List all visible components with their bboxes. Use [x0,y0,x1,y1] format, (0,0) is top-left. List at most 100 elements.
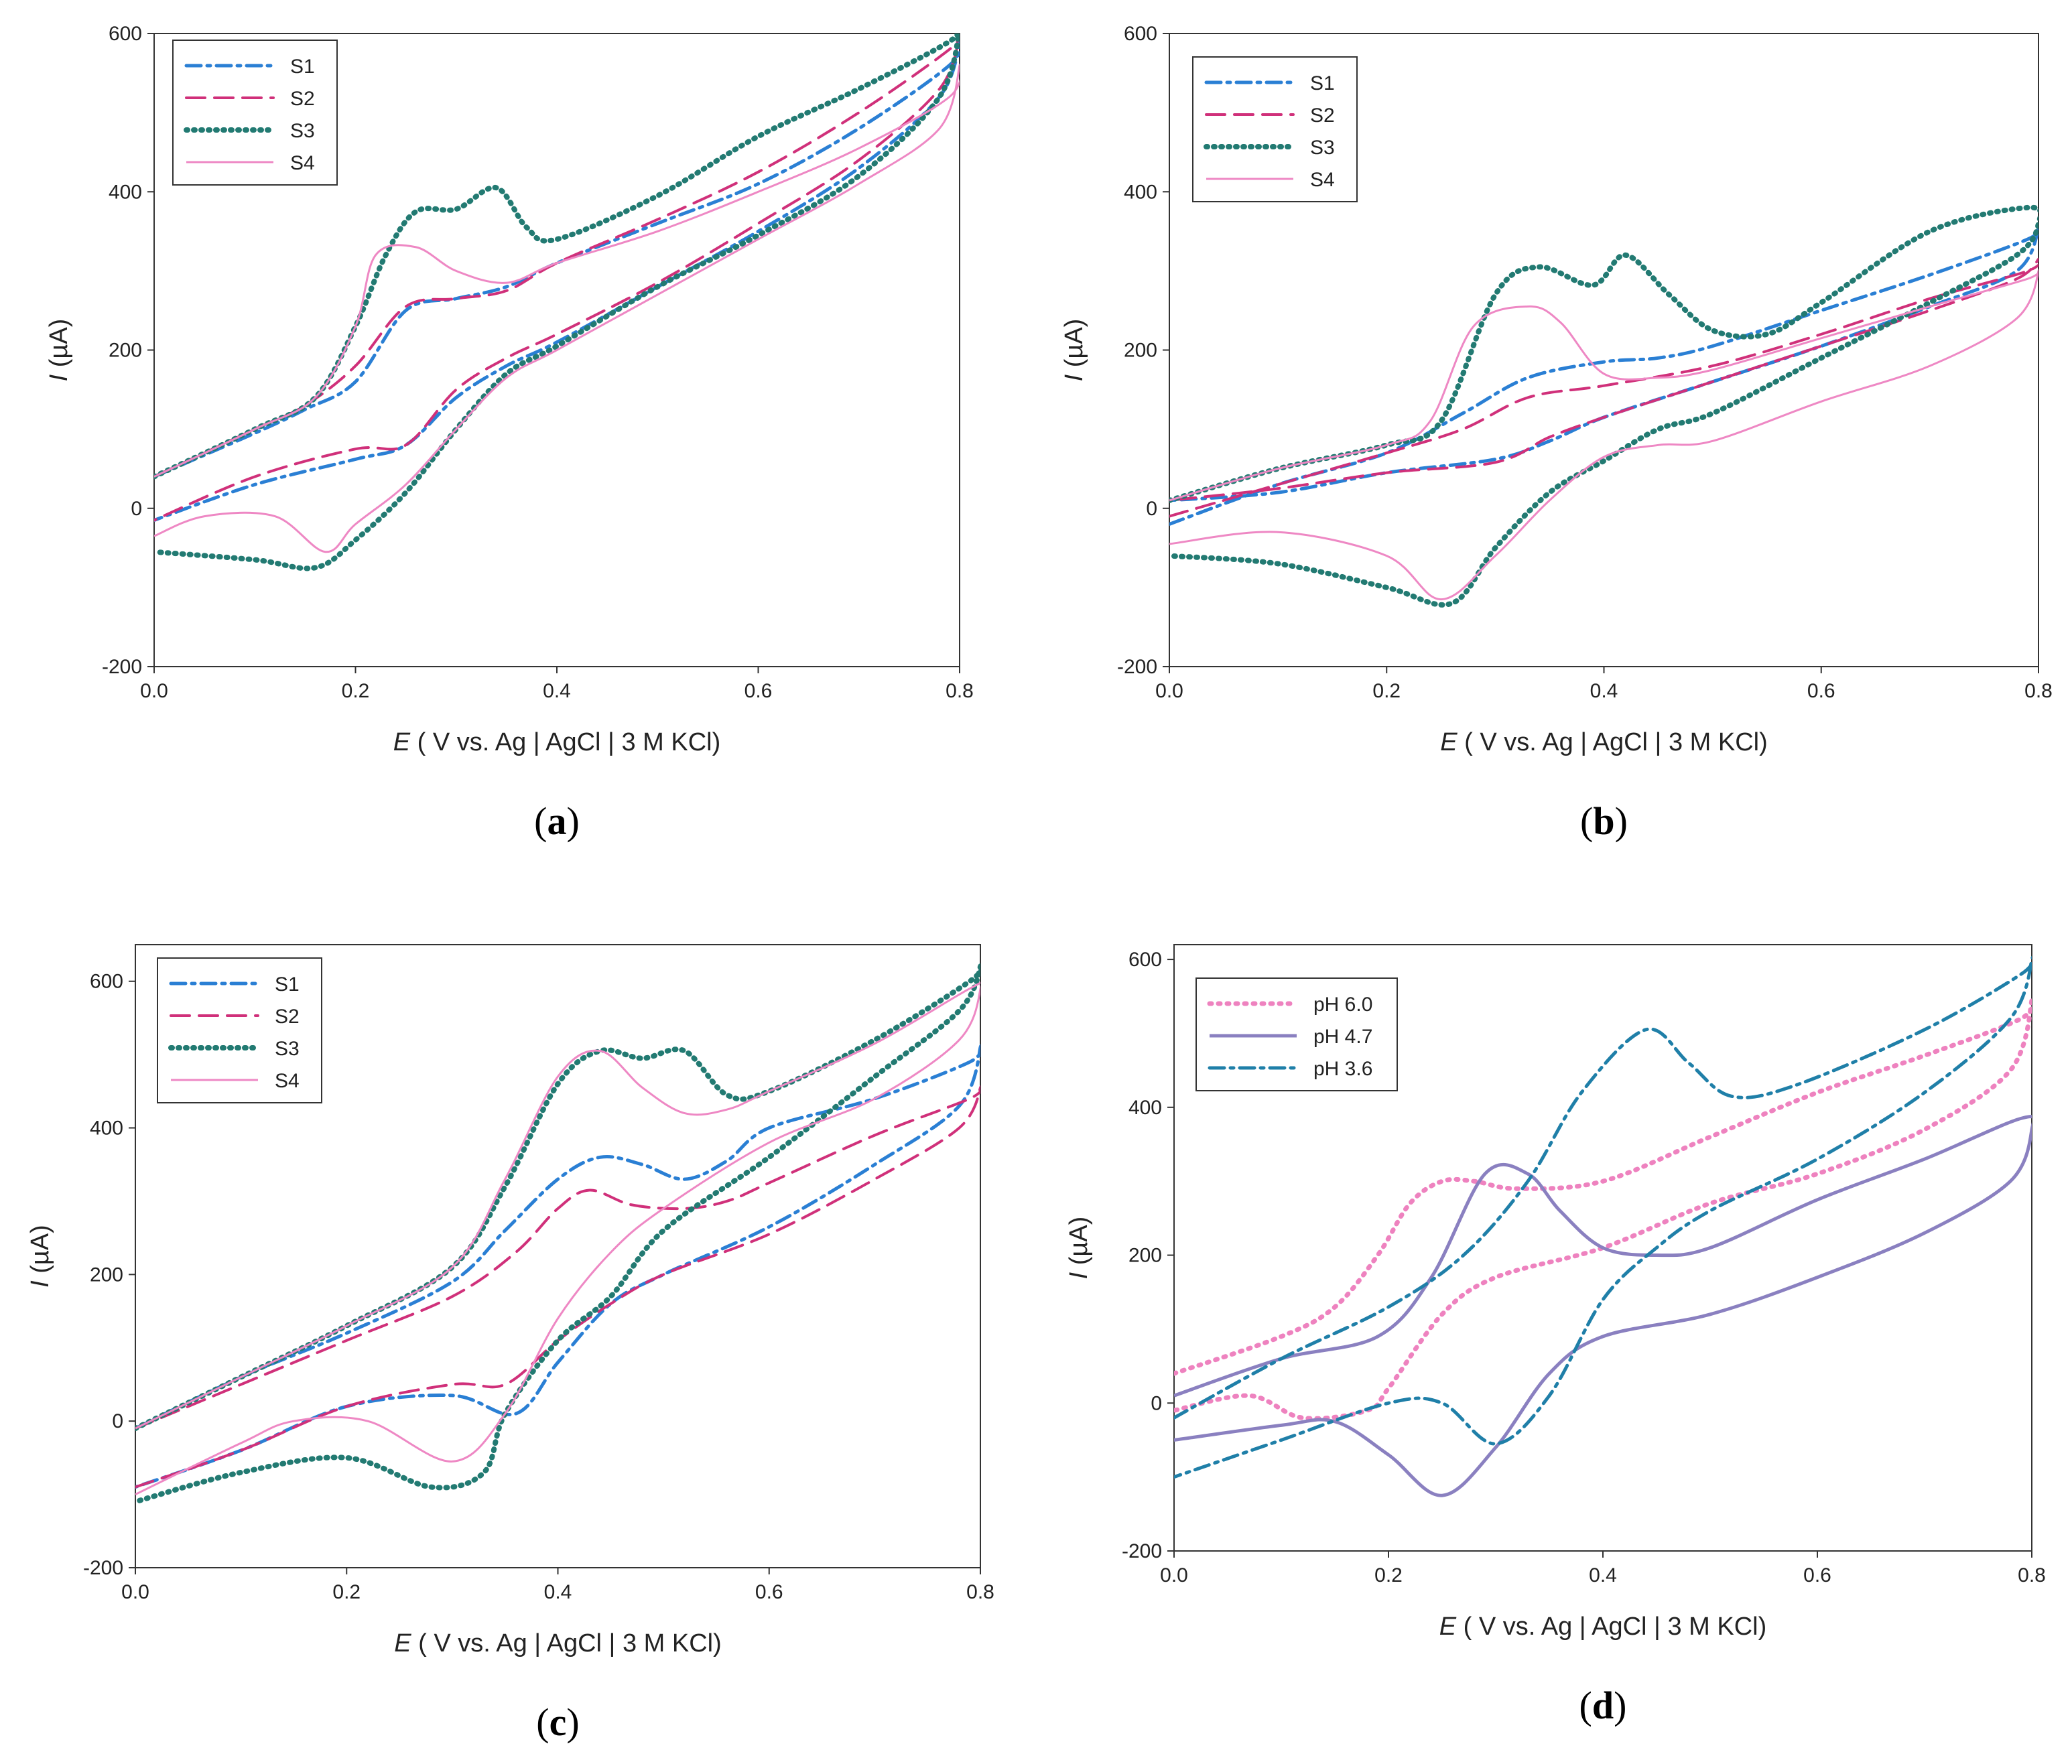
x-tick-label: 0.4 [1589,1564,1617,1586]
series-group [135,963,980,1505]
y-tick-label: 200 [1124,340,1157,362]
legend-label: pH 6.0 [1313,994,1372,1016]
caption-open-paren: ( [1580,799,1593,843]
y-tick-label: 400 [1124,181,1157,203]
series-line-s3 [154,33,960,571]
y-axis-unit: (µA) [26,1225,54,1280]
x-tick-label: 0.8 [2024,680,2053,702]
y-tick-label: 0 [112,1410,123,1432]
y-axis-title: I (µA) [1060,319,1088,382]
x-axis-title: E ( V vs. Ag | AgCl | 3 M KCl) [1440,728,1768,756]
y-tick-label: -200 [1122,1540,1162,1562]
x-tick-label: 0.6 [1807,680,1835,702]
x-axis-unit: ( V vs. Ag | AgCl | 3 M KCl) [410,728,720,756]
x-tick-label: 0.2 [1372,680,1401,702]
legend-label: S1 [275,973,300,996]
panel-a: 0.0 0.2 0.4 0.6 0.8 -200 0 200 400 600 E ( V vs. A… [45,23,974,843]
y-tick-label: 400 [90,1117,123,1140]
legend-label: S2 [290,88,315,110]
x-tick-label: 0.0 [1160,1564,1188,1586]
x-axis-unit: ( V vs. Ag | AgCl | 3 M KCl) [411,1629,722,1657]
caption-letter: a [547,799,567,843]
series-line-s1 [154,38,960,522]
x-tick-label: 0.4 [1590,680,1618,702]
x-axis-title: E ( V vs. Ag | AgCl | 3 M KCl) [1439,1613,1767,1641]
x-tick-label: 0.4 [543,680,571,702]
x-axis-symbol: E [1439,1613,1457,1641]
panel-c: 0.0 0.2 0.4 0.6 0.8 -200 0 200 400 600 E ( V vs. A… [26,944,994,1744]
legend-label: S3 [290,120,315,142]
x-axis-unit: ( V vs. Ag | AgCl | 3 M KCl) [1456,1613,1766,1641]
caption-open-paren: ( [1579,1684,1592,1727]
x-axis-unit: ( V vs. Ag | AgCl | 3 M KCl) [1458,728,1768,756]
y-axis-symbol: I [1060,374,1088,381]
panel-b: 0.0 0.2 0.4 0.6 0.8 -200 0 200 400 600 E ( V vs. A… [1060,23,2053,843]
caption-close-paren: ) [567,799,580,843]
y-axis-unit: (µA) [1065,1217,1093,1272]
x-axis-symbol: E [394,1629,411,1657]
y-tick-label: 600 [1124,23,1157,45]
x-tick-label: 0.0 [1155,680,1183,702]
series-line-s2 [154,33,960,522]
series-line-ph-6-0 [1174,996,2032,1421]
legend: pH 6.0 pH 4.7 pH 3.6 [1195,977,1398,1091]
x-axis-symbol: E [1440,728,1458,756]
y-tick-label: -200 [83,1557,123,1579]
panel-caption: (c) [536,1700,579,1744]
caption-letter: c [549,1700,567,1744]
y-axis-symbol: I [26,1280,54,1288]
caption-close-paren: ) [1615,799,1628,843]
caption-close-paren: ) [566,1700,579,1744]
legend-label: S4 [275,1070,300,1092]
x-tick-label: 0.2 [1374,1564,1403,1586]
legend: S1 S2 S3 S4 [1192,56,1358,202]
y-tick-label: 200 [90,1264,123,1286]
panel-caption: (b) [1580,799,1628,843]
series-line-s1 [135,1044,980,1489]
legend-label: S1 [290,56,315,78]
y-tick-label: -200 [102,656,142,678]
legend-label: S4 [1310,169,1335,191]
y-tick-label: 0 [1151,1392,1162,1414]
caption-open-paren: ( [536,1700,549,1744]
legend-label: S1 [1310,72,1335,94]
series-group [1169,204,2038,608]
x-tick-label: 0.4 [544,1581,572,1603]
y-tick-label: 600 [90,971,123,993]
x-axis-symbol: E [393,728,411,756]
y-tick-label: 200 [1128,1245,1162,1267]
y-tick-label: 600 [109,23,142,45]
series-line-s4 [135,981,980,1495]
x-tick-label: 0.0 [140,680,168,702]
x-axis-title: E ( V vs. Ag | AgCl | 3 M KCl) [394,1629,722,1657]
series-line-s4 [154,64,960,553]
y-tick-label: 0 [131,498,142,520]
caption-letter: d [1592,1684,1614,1727]
legend: S1 S2 S3 S4 [157,957,322,1103]
panel-caption: (a) [534,799,580,843]
x-tick-label: 0.2 [332,1581,361,1603]
legend-label: S3 [1310,137,1335,159]
y-axis-title: I (µA) [1065,1217,1093,1280]
x-tick-label: 0.6 [744,680,773,702]
series-line-s3 [1169,204,2038,608]
x-tick-label: 0.0 [121,1581,149,1603]
series-line-s2 [135,1085,980,1489]
y-tick-label: 600 [1128,949,1162,971]
legend-label: S4 [290,152,315,174]
series-line-s3 [135,963,980,1505]
panel-d: 0.0 0.2 0.4 0.6 0.8 -200 0 200 400 600 E ( V vs. A… [1065,944,2046,1727]
x-tick-label: 0.8 [2018,1564,2046,1586]
y-axis-title: I (µA) [45,319,73,382]
panel-caption: (d) [1579,1684,1627,1727]
caption-letter: b [1593,799,1614,843]
legend-label: pH 3.6 [1313,1058,1372,1080]
legend-label: pH 4.7 [1313,1026,1372,1048]
legend: S1 S2 S3 S4 [172,40,338,186]
series-line-s4 [1169,269,2038,601]
y-tick-label: -200 [1117,656,1157,678]
y-axis-unit: (µA) [45,319,73,375]
caption-open-paren: ( [534,799,547,843]
y-tick-label: 400 [109,181,142,203]
